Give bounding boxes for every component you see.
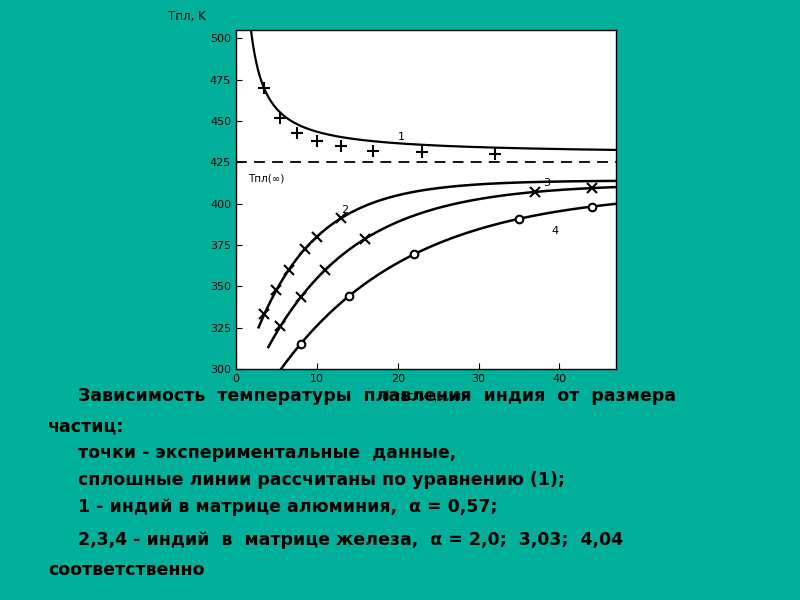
Text: сплошные линии рассчитаны по уравнению (1);: сплошные линии рассчитаны по уравнению (… xyxy=(48,471,565,489)
Text: 1: 1 xyxy=(398,131,405,142)
Text: 2,3,4 - индий  в  матрице железа,  α = 2,0;  3,03;  4,04: 2,3,4 - индий в матрице железа, α = 2,0;… xyxy=(48,531,623,549)
Text: 3: 3 xyxy=(543,178,550,188)
Text: точки - экспериментальные  данные,: точки - экспериментальные данные, xyxy=(48,444,456,462)
Text: 1 - индий в матрице алюминия,  α = 0,57;: 1 - индий в матрице алюминия, α = 0,57; xyxy=(48,498,498,516)
Text: частиц:: частиц: xyxy=(48,417,124,435)
X-axis label: d частицы, нм: d частицы, нм xyxy=(382,389,470,403)
Text: 2: 2 xyxy=(341,205,348,215)
Text: Tпл, K: Tпл, K xyxy=(168,10,206,23)
Text: 4: 4 xyxy=(551,226,558,236)
Text: Tпл(∞): Tпл(∞) xyxy=(248,174,285,184)
Text: Зависимость  температуры  плавления  индия  от  размера: Зависимость температуры плавления индия … xyxy=(48,387,676,405)
Text: соответственно: соответственно xyxy=(48,561,205,579)
